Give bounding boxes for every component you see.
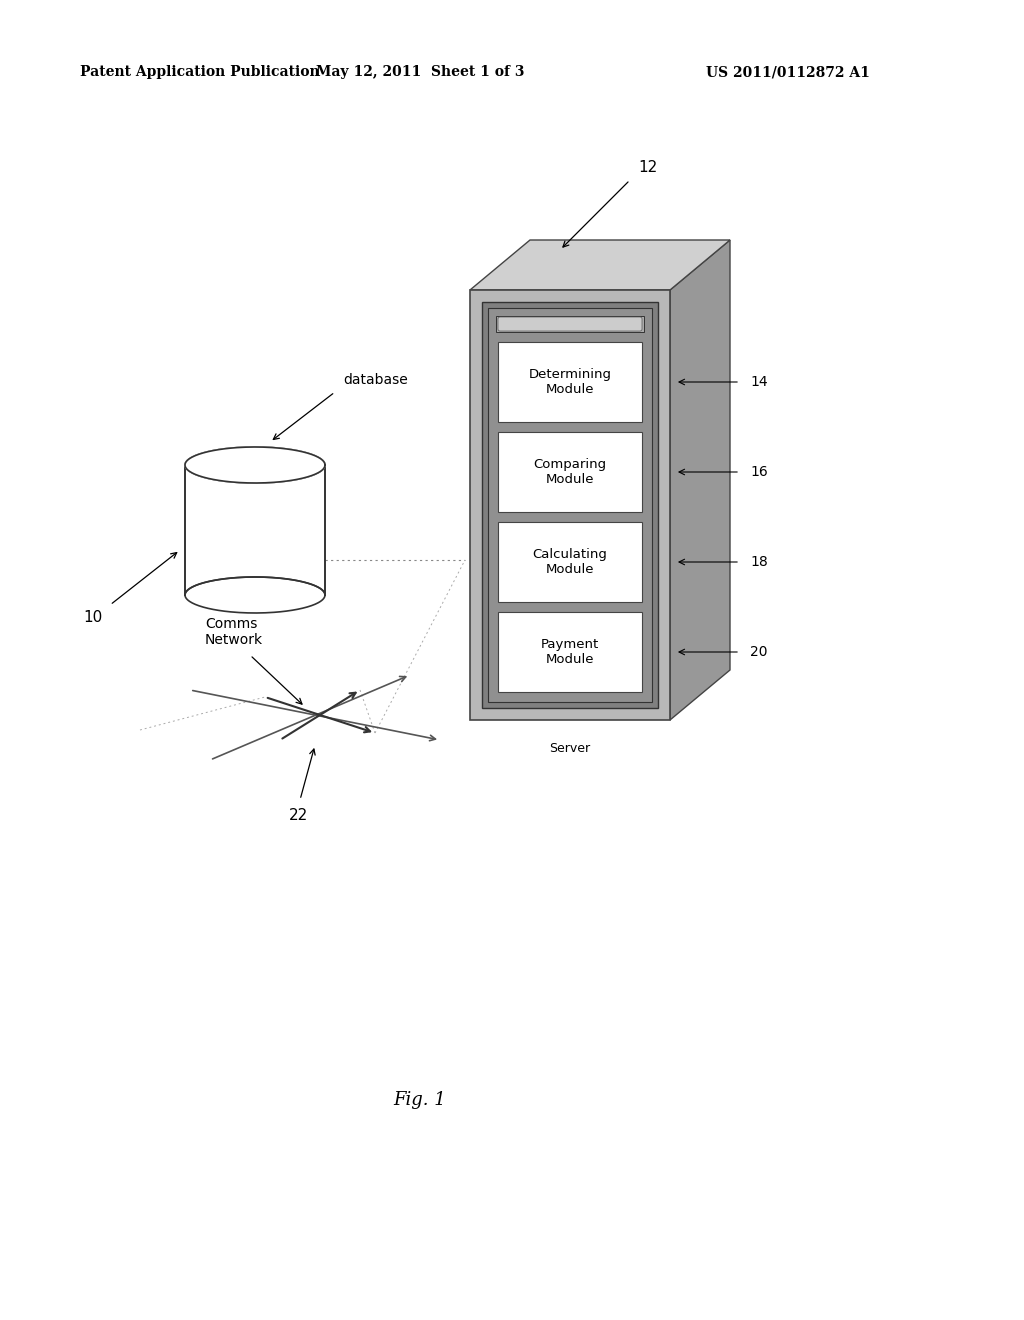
Bar — [498, 342, 642, 422]
Bar — [498, 432, 642, 512]
Polygon shape — [470, 240, 730, 290]
Text: Comms
Network: Comms Network — [205, 616, 263, 647]
Text: Comparing
Module: Comparing Module — [534, 458, 606, 486]
Bar — [185, 465, 325, 595]
Bar — [496, 315, 644, 333]
Polygon shape — [670, 240, 730, 719]
Text: Server: Server — [550, 742, 591, 755]
FancyBboxPatch shape — [498, 317, 642, 331]
Bar — [470, 290, 670, 719]
Text: 18: 18 — [750, 554, 768, 569]
Bar — [185, 465, 325, 595]
Polygon shape — [185, 447, 325, 483]
Polygon shape — [185, 447, 325, 483]
Text: 14: 14 — [750, 375, 768, 389]
Bar — [498, 521, 642, 602]
Text: Payment
Module: Payment Module — [541, 638, 599, 667]
Bar — [498, 612, 642, 692]
Text: May 12, 2011  Sheet 1 of 3: May 12, 2011 Sheet 1 of 3 — [315, 65, 524, 79]
Text: US 2011/0112872 A1: US 2011/0112872 A1 — [707, 65, 870, 79]
Bar — [488, 308, 652, 702]
Text: 10: 10 — [84, 610, 103, 624]
Text: 22: 22 — [289, 808, 307, 822]
Text: Patent Application Publication: Patent Application Publication — [80, 65, 319, 79]
Bar — [482, 302, 658, 708]
Text: 20: 20 — [750, 645, 768, 659]
Text: database: database — [343, 374, 408, 387]
Polygon shape — [185, 577, 325, 612]
Text: Determining
Module: Determining Module — [528, 368, 611, 396]
Text: 16: 16 — [750, 465, 768, 479]
Text: Fig. 1: Fig. 1 — [393, 1092, 446, 1109]
Text: 12: 12 — [638, 160, 657, 176]
Text: Calculating
Module: Calculating Module — [532, 548, 607, 576]
